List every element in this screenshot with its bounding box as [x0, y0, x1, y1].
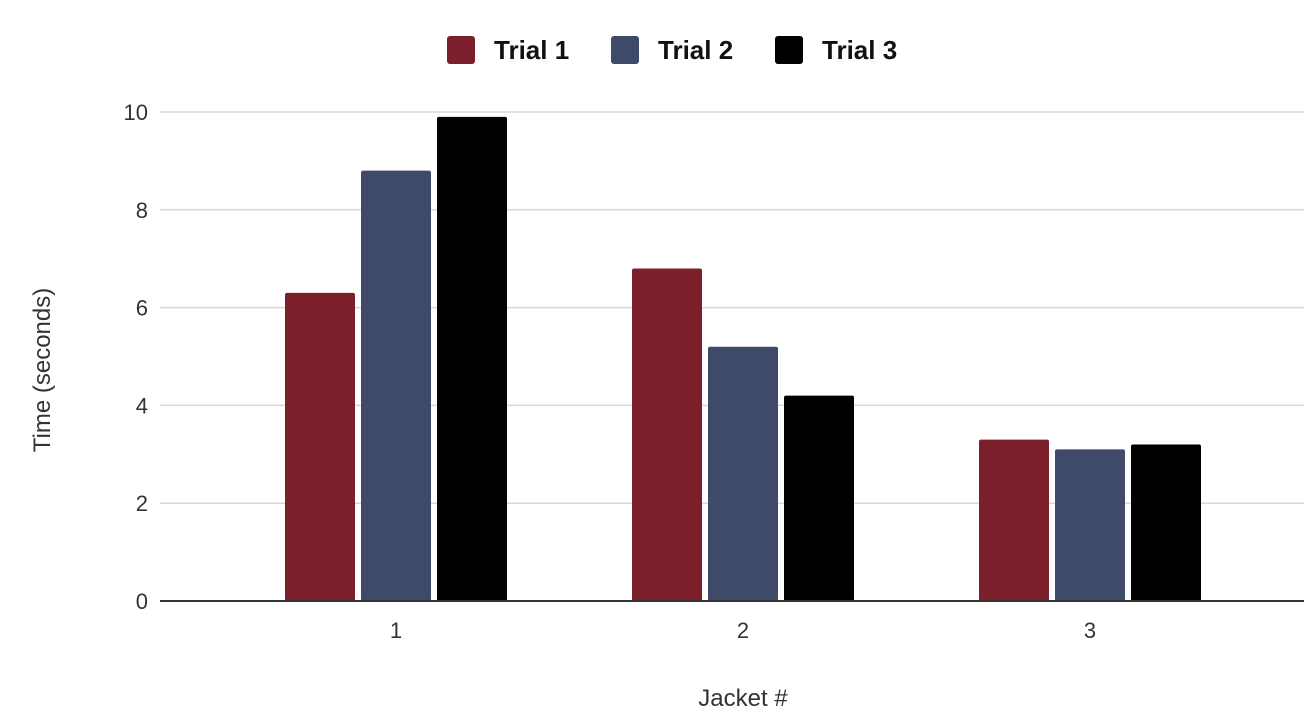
legend-label: Trial 2 [658, 35, 733, 65]
y-tick-labels: 0 2 4 6 8 10 [124, 100, 148, 614]
legend-label: Trial 3 [822, 35, 897, 65]
x-tick-labels: 1 2 3 [390, 618, 1096, 643]
y-tick-label: 0 [136, 589, 148, 614]
bar-trial-2-jacket-3 [1055, 449, 1125, 601]
x-tick-label: 1 [390, 618, 402, 643]
bar-trial-2-jacket-1 [361, 170, 431, 601]
x-tick-label: 2 [737, 618, 749, 643]
bar-trial-1-jacket-1 [285, 292, 355, 601]
bar-layer [285, 116, 1201, 601]
x-axis-title: Jacket # [698, 685, 788, 712]
y-tick-label: 2 [136, 491, 148, 516]
bar-trial-1-jacket-3 [979, 439, 1049, 601]
bar-trial-3-jacket-2 [784, 395, 854, 601]
legend: Trial 1 Trial 2 Trial 3 [447, 35, 897, 65]
legend-swatch [775, 36, 803, 64]
y-tick-label: 4 [136, 393, 148, 418]
x-tick-label: 3 [1084, 618, 1096, 643]
bar-trial-2-jacket-2 [708, 346, 778, 601]
y-tick-label: 10 [124, 100, 148, 125]
y-axis-title: Time (seconds) [29, 288, 56, 452]
legend-swatch [447, 36, 475, 64]
y-tick-label: 8 [136, 198, 148, 223]
y-tick-label: 6 [136, 296, 148, 321]
bar-trial-3-jacket-3 [1131, 444, 1201, 601]
legend-label: Trial 1 [494, 35, 569, 65]
bar-trial-1-jacket-2 [632, 268, 702, 601]
legend-swatch [611, 36, 639, 64]
bar-trial-3-jacket-1 [437, 116, 507, 601]
